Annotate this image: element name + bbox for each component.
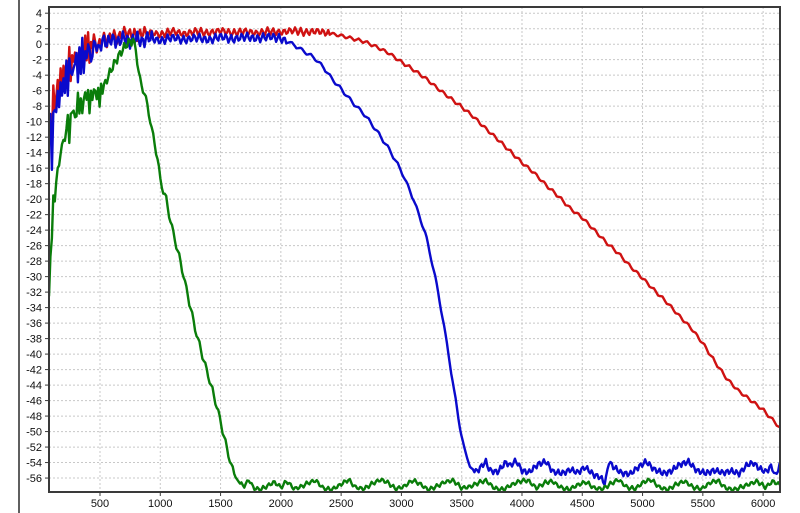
x-tick-label: 2500 bbox=[329, 498, 353, 510]
x-tick-label: 5500 bbox=[691, 498, 715, 510]
series-layer bbox=[49, 25, 780, 492]
y-tick-label: -8 bbox=[32, 101, 42, 113]
y-tick-label: -14 bbox=[26, 148, 42, 160]
x-tick-label: 5000 bbox=[630, 498, 654, 510]
x-tick-label: 1500 bbox=[208, 498, 232, 510]
y-tick-label: -30 bbox=[26, 272, 42, 284]
red-curve bbox=[49, 25, 780, 429]
y-tick-label: -4 bbox=[32, 70, 42, 82]
x-tick-label: 4000 bbox=[510, 498, 534, 510]
y-tick-label: -22 bbox=[26, 210, 42, 222]
x-tick-label: 6000 bbox=[751, 498, 775, 510]
y-tick-label: -52 bbox=[26, 442, 42, 454]
axis-ticks bbox=[45, 12, 764, 496]
y-tick-label: 2 bbox=[36, 24, 42, 36]
y-tick-label: -28 bbox=[26, 256, 42, 268]
green-curve bbox=[49, 37, 780, 492]
y-tick-label: -50 bbox=[26, 427, 42, 439]
y-tick-label: -2 bbox=[32, 55, 42, 67]
y-tick-label: -42 bbox=[26, 365, 42, 377]
y-tick-label: -12 bbox=[26, 132, 42, 144]
y-tick-label: -48 bbox=[26, 411, 42, 423]
x-tick-label: 3000 bbox=[389, 498, 413, 510]
y-tick-label: -32 bbox=[26, 287, 42, 299]
x-tick-label: 4500 bbox=[570, 498, 594, 510]
y-tick-label: 4 bbox=[36, 8, 42, 20]
y-tick-label: -46 bbox=[26, 396, 42, 408]
y-tick-label: -38 bbox=[26, 334, 42, 346]
y-tick-label: -34 bbox=[26, 303, 42, 315]
y-tick-label: -6 bbox=[32, 86, 42, 98]
y-tick-label: -20 bbox=[26, 194, 42, 206]
panel-divider bbox=[18, 0, 20, 513]
blue-curve bbox=[49, 30, 780, 487]
y-tick-label: 0 bbox=[36, 39, 42, 51]
y-tick-label: -44 bbox=[26, 380, 42, 392]
y-tick-label: -36 bbox=[26, 318, 42, 330]
y-tick-label: -56 bbox=[26, 473, 42, 485]
x-tick-label: 2000 bbox=[269, 498, 293, 510]
y-tick-label: -16 bbox=[26, 163, 42, 175]
y-tick-label: -40 bbox=[26, 349, 42, 361]
y-tick-label: -18 bbox=[26, 179, 42, 191]
x-tick-label: 500 bbox=[91, 498, 109, 510]
y-tick-label: -24 bbox=[26, 225, 42, 237]
plot-area[interactable] bbox=[48, 6, 781, 493]
x-tick-label: 3500 bbox=[449, 498, 473, 510]
axis-labels: 500 1000 1500 2000 2500 3000 3500 4000 4500 5000 5… bbox=[26, 8, 775, 510]
y-tick-label: -26 bbox=[26, 241, 42, 253]
y-tick-label: -54 bbox=[26, 458, 42, 470]
y-tick-label: -10 bbox=[26, 117, 42, 129]
x-tick-label: 1000 bbox=[148, 498, 172, 510]
grid-lines bbox=[49, 7, 780, 492]
